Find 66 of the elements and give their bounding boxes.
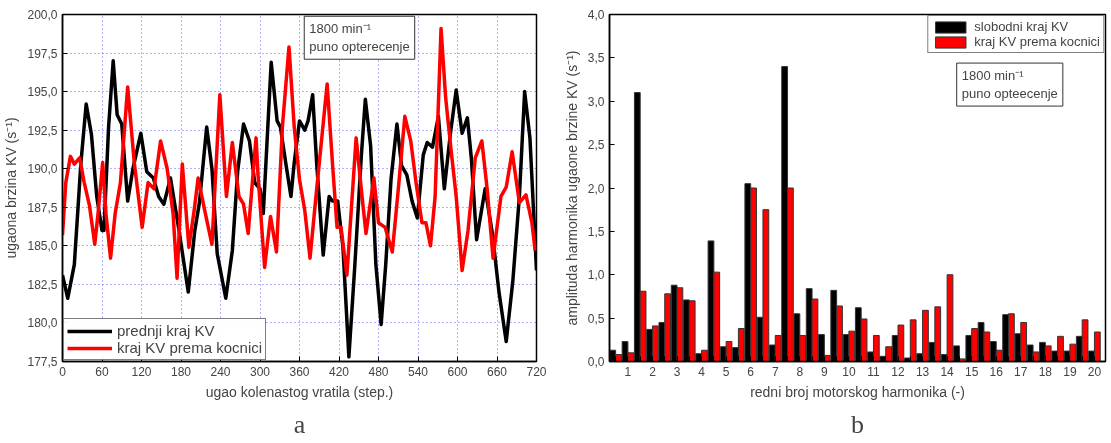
x-tick-label: 420 — [328, 364, 350, 379]
text: a — [293, 409, 306, 439]
x-tick-label: 60 — [95, 364, 109, 379]
y-tick-label: 200,0 — [27, 8, 58, 22]
y-tick-label: 4,0 — [587, 8, 605, 22]
x-tick-label: 660 — [486, 364, 508, 379]
y-tick-label: 2,0 — [587, 181, 605, 196]
x-tick-label: 14 — [940, 364, 955, 379]
x-tick-label: 2 — [649, 364, 657, 379]
y-axis-title: amplituda harmonika ugaone brzine KV (s⁻¹) — [563, 50, 580, 326]
x-tick-label: 10 — [842, 364, 856, 379]
y-tick-label: 185,0 — [27, 239, 58, 254]
x-tick-label: 120 — [131, 364, 152, 379]
x-tick-label: 5 — [722, 364, 730, 379]
x-tick-label: 6 — [747, 364, 755, 379]
y-tick-label: 3,0 — [587, 94, 605, 109]
y-tick-label: 2,5 — [587, 138, 605, 153]
x-tick-label: 15 — [965, 364, 979, 379]
x-axis-title: ugao kolenastog vratila (step.) — [205, 383, 394, 400]
x-tick-label: 7 — [771, 364, 779, 379]
y-tick-label: 1,0 — [587, 268, 605, 283]
x-tick-label: 600 — [447, 364, 468, 379]
x-tick-label: 11 — [867, 364, 881, 379]
bar — [1093, 331, 1101, 362]
legend-label: prednji kraj KV — [117, 322, 215, 339]
x-tick-label: 480 — [368, 364, 389, 379]
text: b — [851, 409, 864, 439]
x-tick-label: 20 — [1087, 364, 1102, 379]
x-tick-label: 17 — [1014, 364, 1028, 379]
y-tick-label: 180,0 — [27, 316, 58, 331]
y-tick-label: 190,0 — [27, 162, 58, 177]
x-tick-label: 12 — [891, 364, 906, 379]
legend-label: kraj KV prema kocnici — [974, 34, 1100, 49]
x-tick-label: 240 — [210, 364, 231, 379]
y-tick-label: 3,5 — [587, 51, 605, 66]
line-series — [62, 26, 537, 280]
x-tick-label: 540 — [407, 364, 429, 379]
y-tick-label: 0,5 — [587, 311, 605, 326]
x-tick-label: 300 — [249, 364, 271, 379]
x-tick-label: 360 — [289, 364, 310, 379]
x-tick-label: 720 — [526, 364, 547, 379]
y-tick-label: 1,5 — [587, 224, 605, 239]
legend-label: kraj KV prema kocnici — [117, 339, 263, 356]
x-tick-label: 9 — [821, 364, 829, 379]
y-tick-label: 195,0 — [27, 85, 58, 100]
y-tick-label: 192,5 — [27, 123, 58, 138]
x-tick-label: 180 — [170, 364, 192, 379]
y-tick-label: 177,5 — [27, 355, 58, 369]
x-tick-label: 18 — [1038, 364, 1053, 379]
legend-label: slobodni kraj KV — [974, 19, 1069, 34]
x-tick-label: 1 — [624, 364, 632, 379]
x-tick-label: 4 — [698, 364, 706, 379]
x-tick-label: 0 — [59, 364, 67, 379]
y-axis-title: ugaona brzina KV (s⁻¹) — [3, 117, 20, 259]
x-tick-label: 16 — [989, 364, 1004, 379]
annotation: 1800 min⁻¹ puno opteecenje — [961, 68, 1058, 102]
annotation: 1800 min⁻¹ puno opterecenje — [309, 21, 410, 55]
y-tick-label: 187,5 — [27, 200, 58, 215]
x-tick-label: 8 — [796, 364, 804, 379]
x-tick-label: 19 — [1063, 364, 1077, 379]
y-tick-label: 0,0 — [587, 355, 605, 369]
x-axis-title: redni broj motorskog harmonika (-) — [750, 383, 965, 400]
x-tick-label: 3 — [673, 364, 681, 379]
x-tick-label: 13 — [915, 364, 930, 379]
y-tick-label: 182,5 — [27, 277, 58, 292]
y-tick-label: 197,5 — [27, 46, 58, 61]
